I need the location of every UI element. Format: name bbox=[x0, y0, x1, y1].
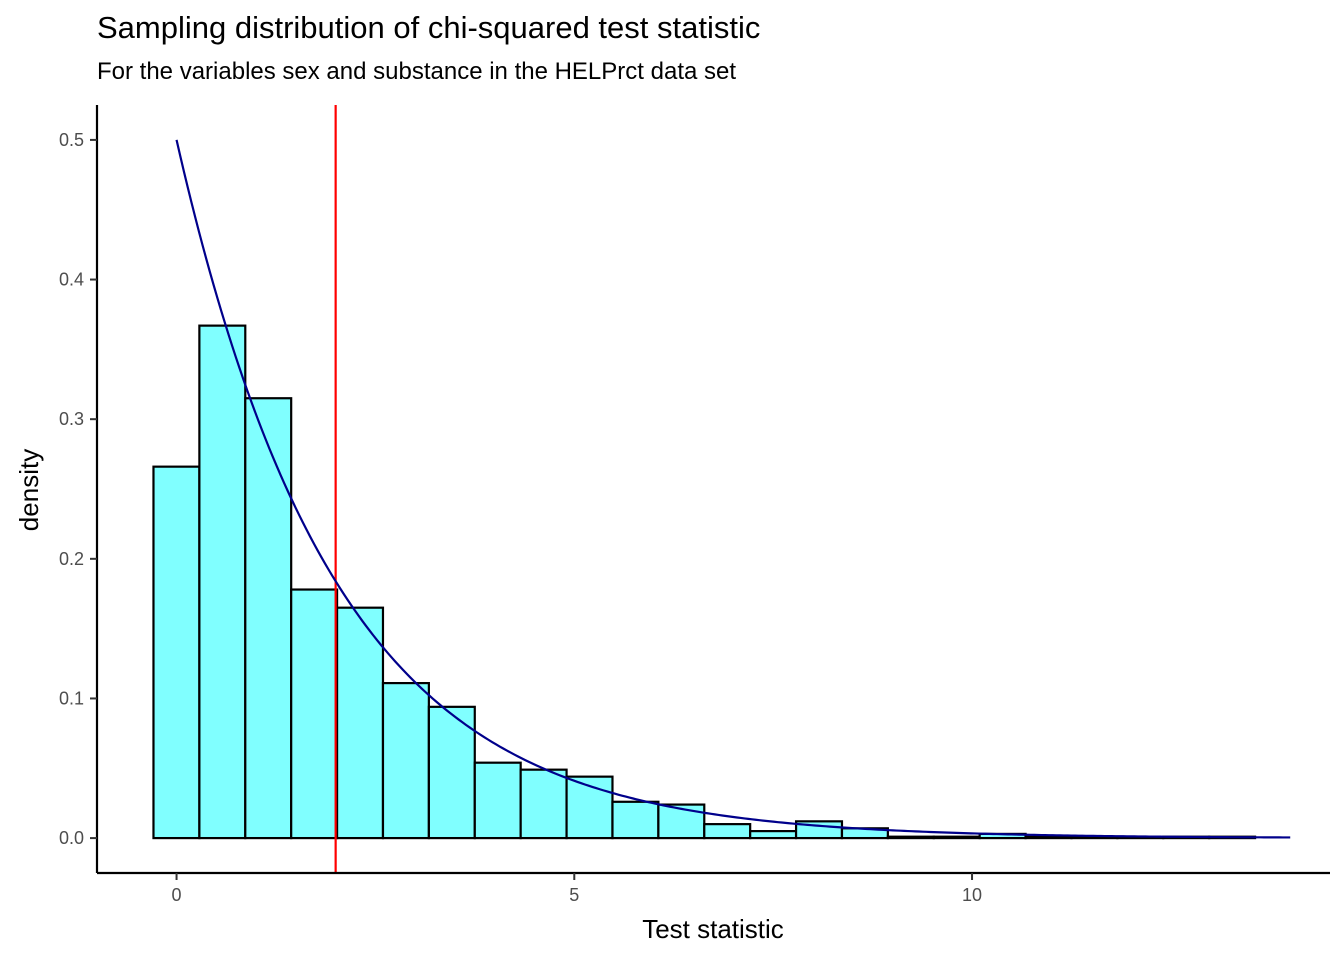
histogram-bar bbox=[198, 324, 247, 840]
histogram-bar bbox=[749, 830, 798, 840]
histogram-bar bbox=[1024, 835, 1073, 840]
y-tick-label: 0.2 bbox=[59, 549, 84, 569]
x-tick-label: 0 bbox=[172, 885, 182, 905]
ticks: 0 5 10 0.0 0.1 0.2 0.3 0.4 0.5 bbox=[59, 130, 982, 905]
y-tick-label: 0.3 bbox=[59, 409, 84, 429]
chart-subtitle: For the variables sex and substance in t… bbox=[97, 58, 737, 85]
histogram-bar bbox=[335, 606, 385, 840]
histogram-bar bbox=[427, 705, 476, 840]
density-curve-group bbox=[175, 139, 1291, 839]
x-tick-label: 10 bbox=[962, 885, 982, 905]
histogram-bar bbox=[703, 823, 752, 840]
histogram-bar bbox=[152, 465, 201, 840]
y-tick-label: 0.5 bbox=[59, 130, 84, 150]
histogram-bar bbox=[657, 803, 706, 840]
density-curve bbox=[175, 139, 1291, 839]
chart-title: Sampling distribution of chi-squared tes… bbox=[97, 10, 761, 45]
histogram-bar bbox=[473, 761, 522, 840]
histogram-bar bbox=[519, 768, 568, 840]
y-tick-label: 0.0 bbox=[59, 828, 84, 848]
histogram-bar bbox=[932, 835, 981, 840]
histogram-bars bbox=[152, 324, 1257, 840]
histogram-bar bbox=[886, 835, 935, 840]
x-tick-label: 5 bbox=[569, 885, 579, 905]
x-axis-title: Test statistic bbox=[642, 914, 784, 944]
y-tick-label: 0.1 bbox=[59, 688, 84, 708]
histogram-bar bbox=[244, 397, 293, 840]
histogram-bar bbox=[381, 681, 430, 840]
histogram-bar bbox=[611, 800, 660, 840]
histogram-bar bbox=[290, 588, 339, 840]
axes bbox=[95, 105, 1330, 875]
y-tick-label: 0.4 bbox=[59, 270, 84, 290]
y-axis-title: density bbox=[14, 449, 44, 531]
